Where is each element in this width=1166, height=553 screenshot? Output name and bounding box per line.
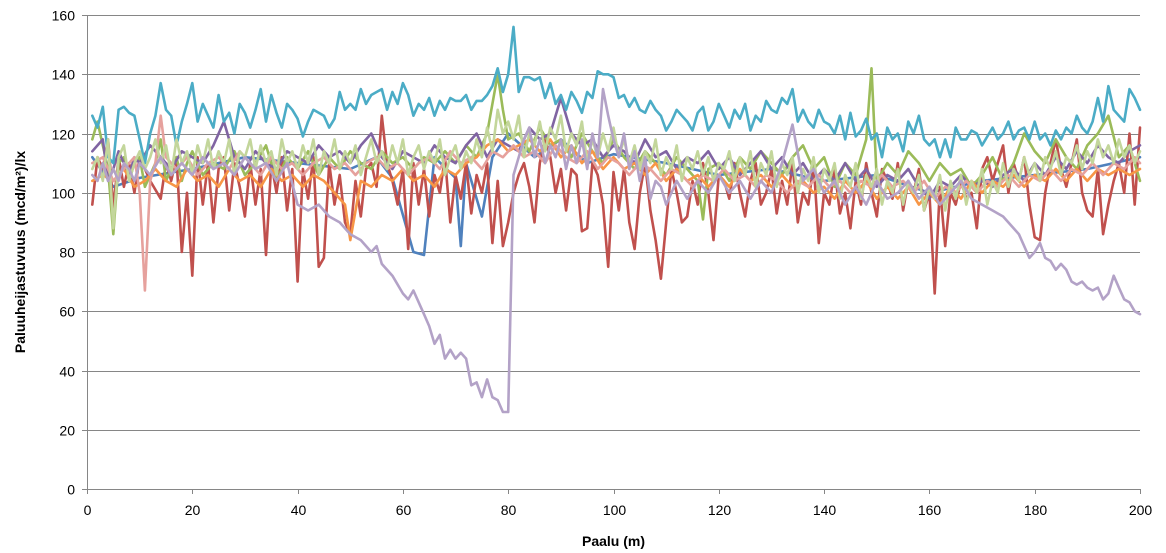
- y-tick-label: 140: [52, 67, 76, 83]
- y-tick-label: 80: [59, 245, 75, 261]
- x-tick-label: 0: [84, 502, 92, 518]
- x-tick-label: 100: [603, 502, 627, 518]
- y-tick-label: 0: [67, 482, 75, 498]
- series-lines: [91, 25, 1142, 414]
- y-tick-label: 160: [52, 8, 76, 24]
- x-tick-label: 160: [918, 502, 942, 518]
- y-tick-label: 20: [59, 423, 75, 439]
- x-tick-label: 60: [396, 502, 412, 518]
- x-tick-label: 80: [501, 502, 517, 518]
- series-line-9: [91, 87, 1142, 414]
- x-tick-label: 200: [1129, 502, 1153, 518]
- x-axis-title: Paalu (m): [582, 533, 645, 549]
- axes: [82, 15, 1141, 494]
- x-tick-label: 120: [708, 502, 732, 518]
- x-tick-label: 140: [813, 502, 837, 518]
- y-axis-title: Paluuheijastuvuus (mcd/m²)/lx: [12, 151, 28, 353]
- y-tick-label: 120: [52, 127, 76, 143]
- x-tick-label: 20: [185, 502, 201, 518]
- tick-labels: 0 20 40 60 80 100 120 140 160 0 20 40 60 80 100 120 140 1…: [52, 8, 1153, 519]
- y-tick-label: 100: [52, 186, 76, 202]
- series-line-8: [91, 108, 1142, 230]
- x-tick-label: 40: [291, 502, 307, 518]
- x-tick-label: 180: [1024, 502, 1048, 518]
- series-line-5: [91, 25, 1142, 165]
- y-tick-label: 40: [59, 364, 75, 380]
- y-tick-label: 60: [59, 304, 75, 320]
